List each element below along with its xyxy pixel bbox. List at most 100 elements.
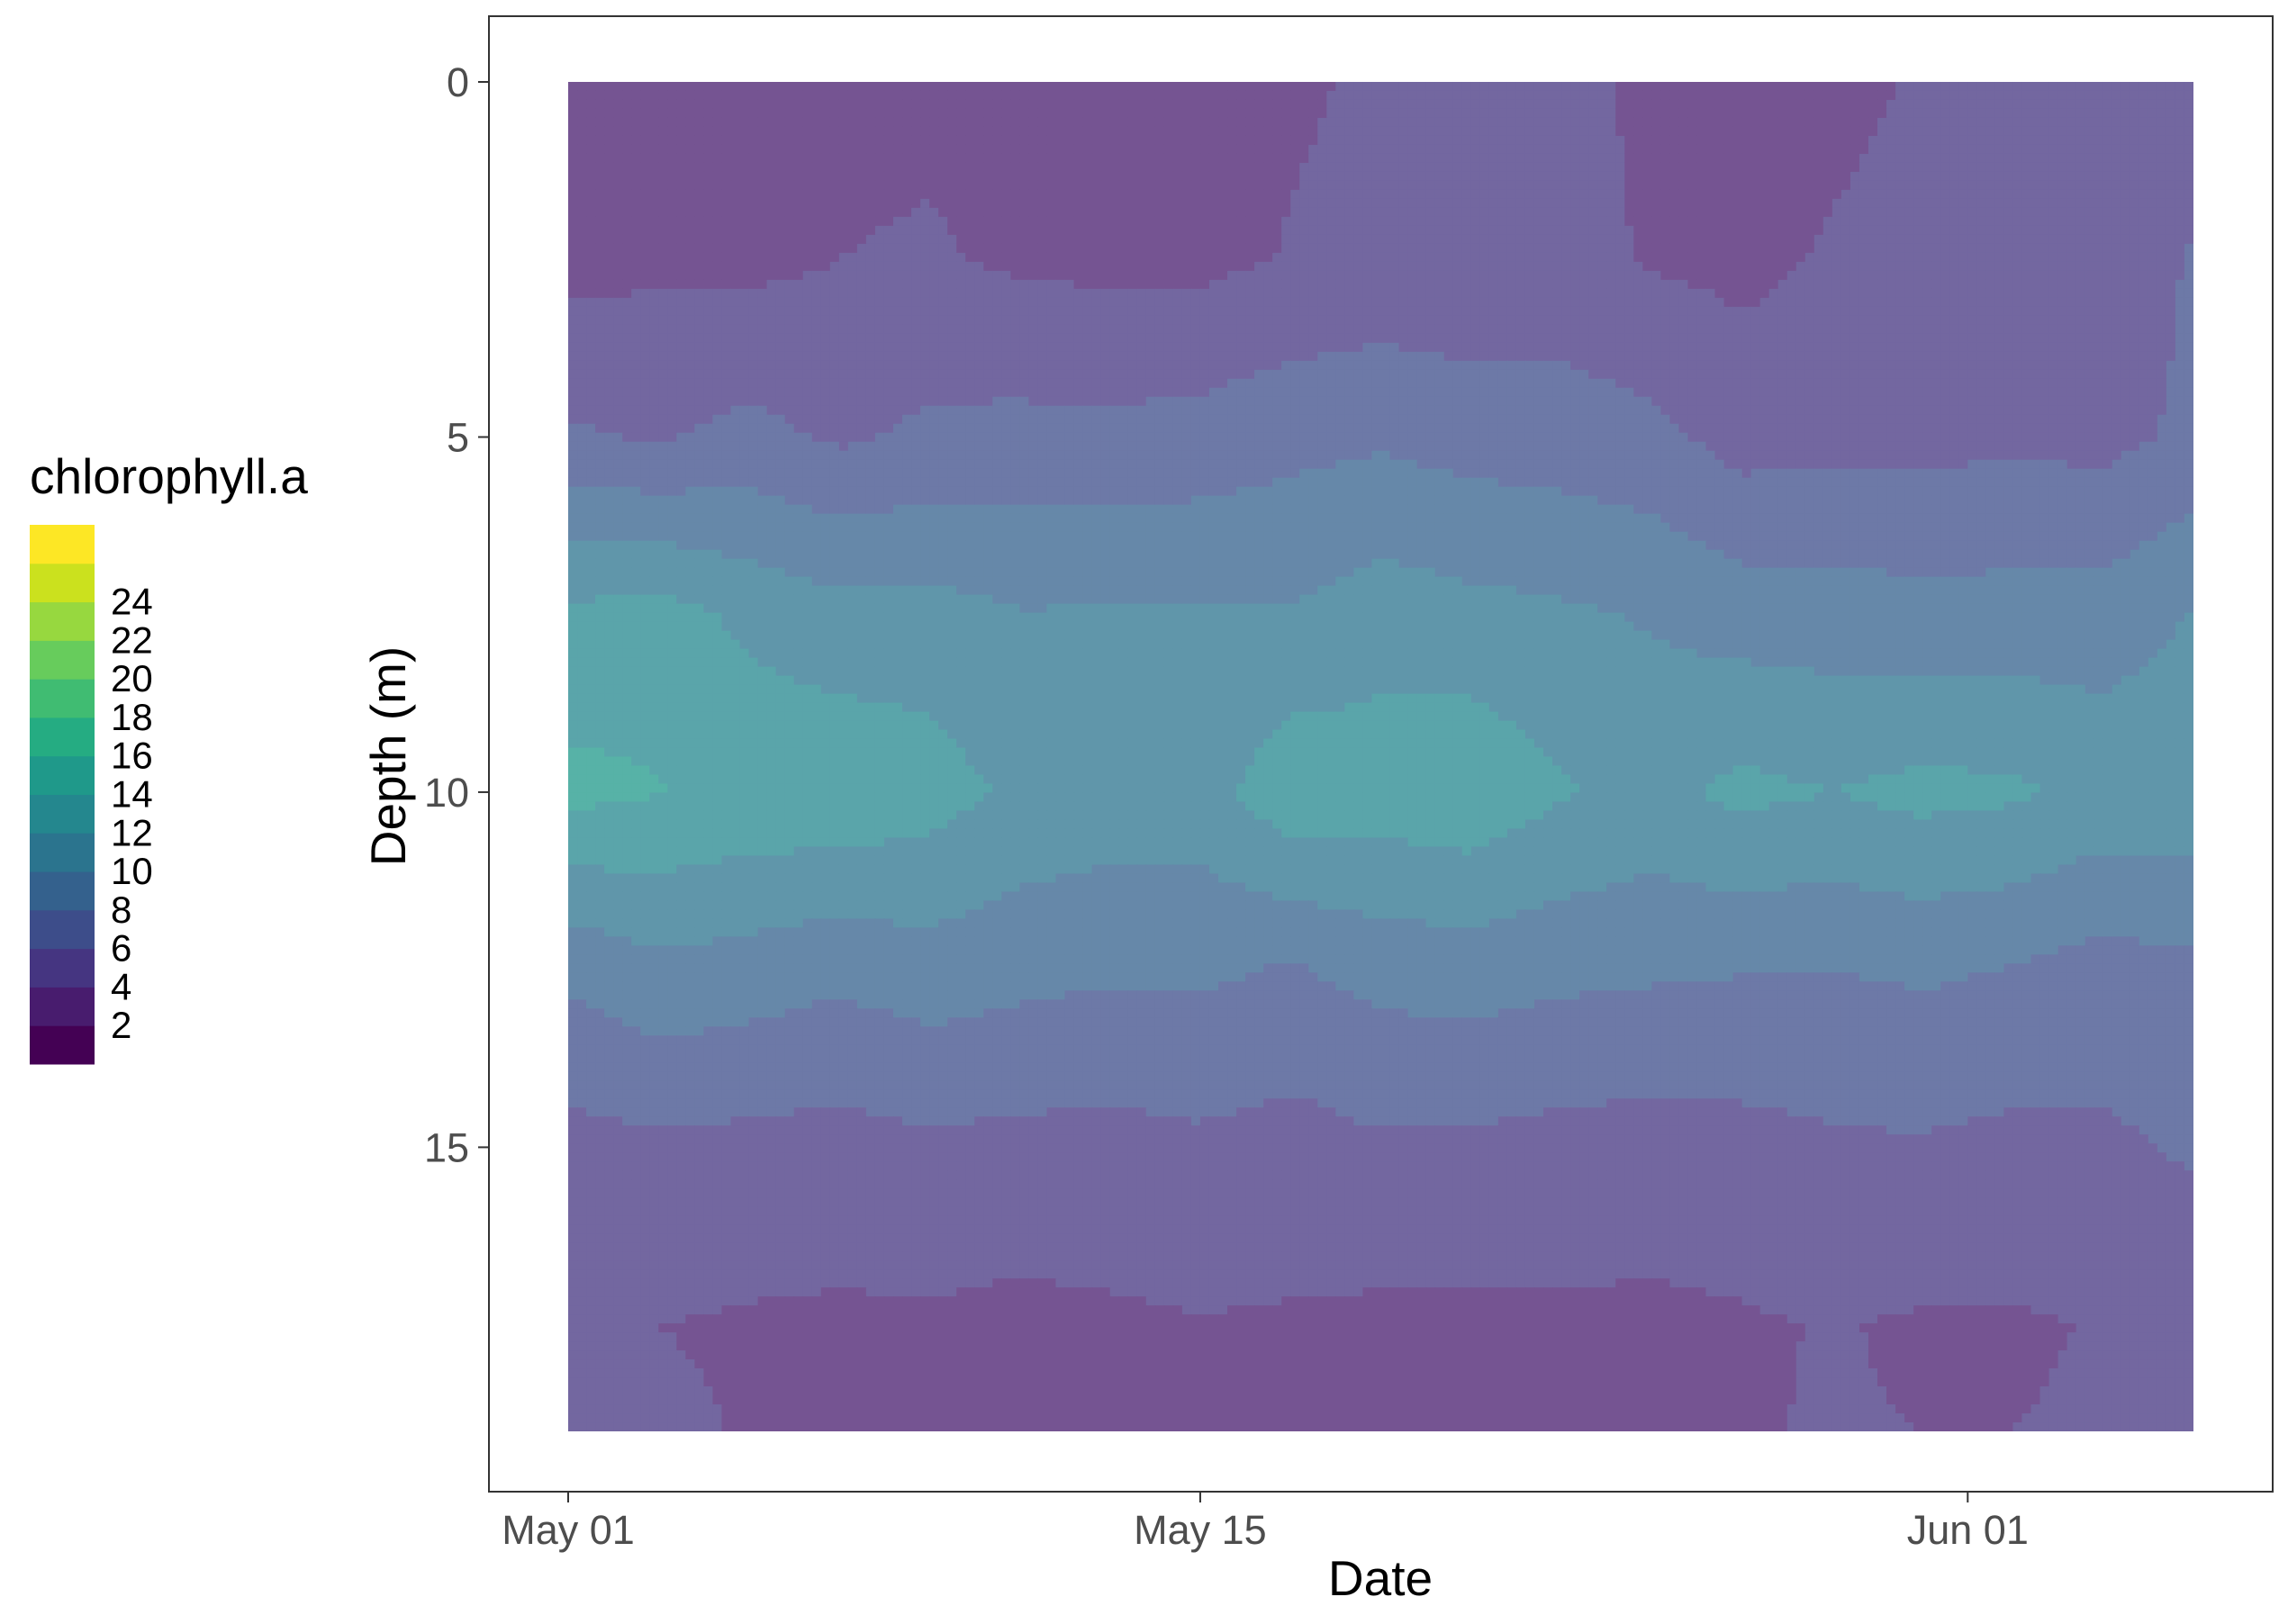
contour-cell bbox=[721, 270, 732, 281]
contour-cell bbox=[640, 243, 650, 254]
contour-cell bbox=[1696, 306, 1707, 317]
contour-cell bbox=[911, 198, 921, 209]
contour-cell bbox=[568, 117, 578, 128]
contour-cell bbox=[1651, 162, 1661, 173]
contour-cell bbox=[938, 90, 948, 101]
contour-cell bbox=[829, 261, 840, 272]
contour-cell bbox=[1308, 180, 1318, 191]
contour-cell bbox=[1109, 180, 1120, 191]
contour-cell bbox=[2121, 261, 2131, 272]
contour-cell bbox=[1443, 117, 1454, 128]
contour-cell bbox=[1913, 135, 1923, 146]
contour-cell bbox=[2075, 171, 2086, 182]
contour-cell bbox=[1750, 306, 1761, 317]
contour-cell bbox=[1813, 189, 1824, 200]
contour-cell bbox=[1145, 252, 1156, 263]
contour-cell bbox=[1118, 315, 1129, 326]
contour-cell bbox=[1172, 162, 1183, 173]
contour-cell bbox=[1154, 153, 1165, 164]
contour-cell bbox=[1795, 225, 1806, 236]
contour-cell bbox=[2021, 189, 2032, 200]
contour-cell bbox=[2048, 153, 2059, 164]
contour-cell bbox=[1208, 153, 1219, 164]
contour-cell bbox=[1931, 306, 1941, 317]
contour-cell bbox=[1786, 207, 1797, 218]
contour-cell bbox=[902, 82, 912, 92]
contour-cell bbox=[2012, 288, 2023, 299]
contour-cell bbox=[1786, 270, 1797, 281]
contour-cell bbox=[1714, 261, 1725, 272]
contour-cell bbox=[649, 144, 659, 155]
contour-cell bbox=[1199, 243, 1210, 254]
contour-cell bbox=[1687, 99, 1698, 110]
contour-cell bbox=[1768, 225, 1779, 236]
contour-cell bbox=[595, 234, 605, 245]
contour-cell bbox=[1723, 306, 1734, 317]
contour-cell bbox=[2066, 162, 2077, 173]
contour-cell bbox=[685, 270, 695, 281]
contour-cell bbox=[947, 261, 957, 272]
contour-cell bbox=[1398, 243, 1409, 254]
contour-cell bbox=[1831, 189, 1842, 200]
contour-cell bbox=[902, 288, 912, 299]
contour-cell bbox=[2112, 261, 2122, 272]
contour-cell bbox=[1904, 90, 1914, 101]
contour-cell bbox=[1543, 117, 1553, 128]
contour-cell bbox=[1407, 171, 1418, 182]
contour-cell bbox=[1290, 324, 1300, 335]
contour-cell bbox=[640, 90, 650, 101]
contour-cell bbox=[2094, 171, 2104, 182]
contour-cell bbox=[1624, 297, 1634, 308]
contour-cell bbox=[1985, 207, 1995, 218]
contour-cell bbox=[1606, 324, 1616, 335]
contour-cell bbox=[1678, 324, 1689, 335]
contour-cell bbox=[685, 243, 695, 254]
contour-cell bbox=[956, 252, 966, 263]
contour-cell bbox=[1913, 261, 1923, 272]
contour-cell bbox=[1172, 99, 1183, 110]
contour-cell bbox=[1588, 126, 1598, 137]
contour-cell bbox=[2039, 297, 2050, 308]
contour-cell bbox=[748, 270, 759, 281]
contour-cell bbox=[1877, 243, 1887, 254]
contour-cell bbox=[1028, 99, 1039, 110]
contour-cell bbox=[2121, 288, 2131, 299]
contour-cell bbox=[1082, 82, 1093, 92]
contour-cell bbox=[1254, 117, 1264, 128]
contour-cell bbox=[631, 153, 641, 164]
contour-cell bbox=[1506, 189, 1517, 200]
contour-cell bbox=[1633, 135, 1643, 146]
contour-cell bbox=[1199, 234, 1210, 245]
contour-cell bbox=[793, 198, 804, 209]
contour-cell bbox=[2148, 162, 2158, 173]
contour-cell bbox=[595, 306, 605, 317]
contour-cell bbox=[1272, 261, 1282, 272]
contour-cell bbox=[1227, 144, 1237, 155]
contour-cell bbox=[1019, 315, 1030, 326]
contour-cell bbox=[2112, 189, 2122, 200]
contour-cell bbox=[1922, 306, 1932, 317]
contour-cell bbox=[1633, 189, 1643, 200]
contour-cell bbox=[1822, 216, 1833, 227]
contour-cell bbox=[757, 153, 768, 164]
contour-cell bbox=[1895, 180, 1905, 191]
contour-cell bbox=[1904, 261, 1914, 272]
contour-cell bbox=[1922, 288, 1932, 299]
contour-cell bbox=[2103, 189, 2113, 200]
contour-cell bbox=[1868, 135, 1878, 146]
contour-cell bbox=[658, 216, 668, 227]
contour-cell bbox=[1768, 108, 1779, 119]
contour-cell bbox=[1561, 126, 1571, 137]
contour-cell bbox=[1082, 252, 1093, 263]
contour-cell bbox=[1967, 99, 1977, 110]
contour-cell bbox=[1741, 297, 1752, 308]
contour-cell bbox=[2121, 216, 2131, 227]
contour-cell bbox=[1362, 288, 1373, 299]
contour-cell bbox=[2075, 82, 2086, 92]
contour-cell bbox=[965, 288, 975, 299]
contour-cell bbox=[784, 270, 795, 281]
contour-cell bbox=[1470, 252, 1481, 263]
contour-cell bbox=[1190, 297, 1201, 308]
contour-cell bbox=[1353, 180, 1364, 191]
contour-cell bbox=[1037, 135, 1048, 146]
